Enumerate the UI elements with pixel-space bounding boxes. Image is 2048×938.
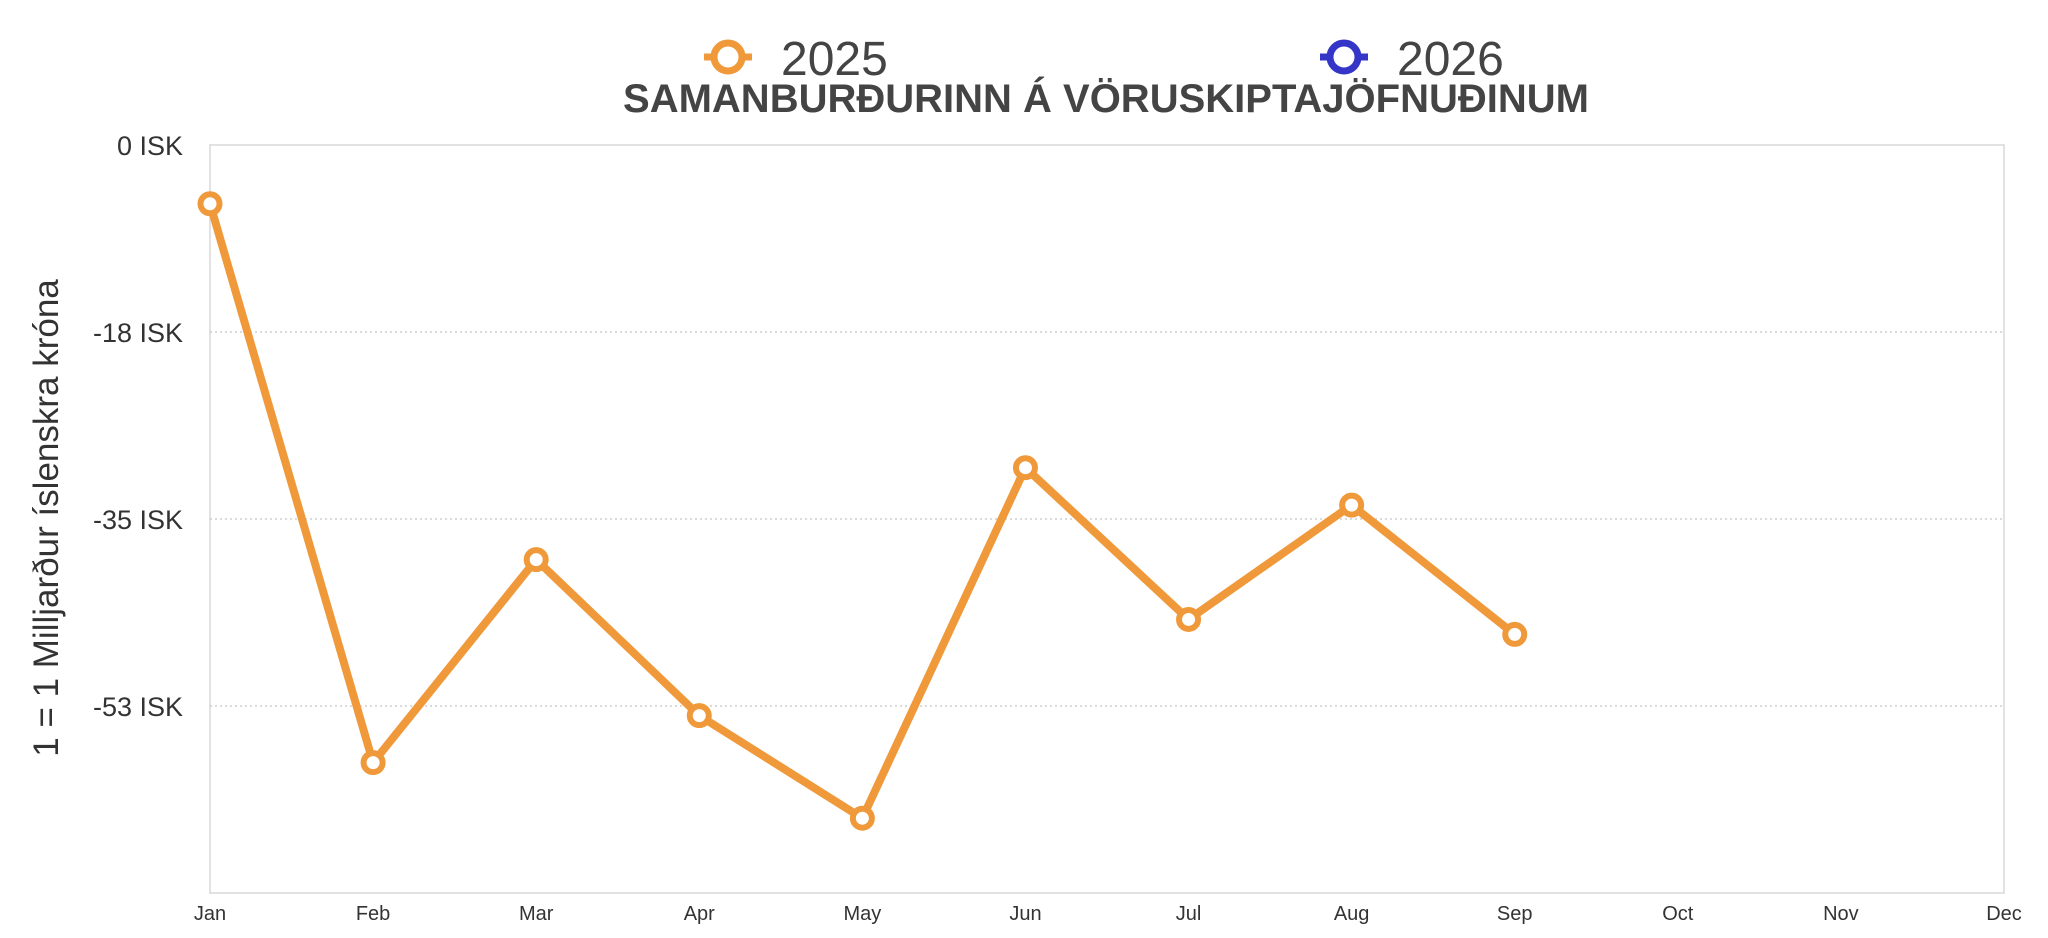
data-point[interactable] [686, 703, 712, 729]
y-tick-label: -18 ISK [93, 318, 183, 348]
x-tick-label: Mar [519, 903, 554, 925]
y-tick-label: 0 ISK [117, 131, 183, 161]
x-tick-label: Jul [1176, 903, 1202, 925]
grid-lines [209, 144, 2005, 894]
y-axis-label: 1 = 1 Milljarður íslenskra króna [27, 279, 66, 757]
x-tick-label: Jun [1009, 903, 1041, 925]
legend-item[interactable]: 2026 [1320, 33, 1504, 86]
y-axis: 0 ISK -18 ISK -35 ISK -53 ISK [93, 131, 183, 722]
series-line [206, 199, 1519, 823]
data-point[interactable] [1012, 455, 1038, 481]
x-tick-label: Feb [356, 903, 390, 925]
data-point[interactable] [1176, 606, 1202, 632]
chart-title: SAMANBURÐURINN Á VÖRUSKIPTAJÖFNUÐINUM [623, 76, 1589, 121]
y-tick-label: -35 ISK [93, 505, 183, 535]
legend-marker-icon [1326, 39, 1362, 75]
x-tick-label: Nov [1823, 903, 1859, 925]
x-tick-label: Dec [1986, 903, 2022, 925]
data-point[interactable] [849, 805, 875, 831]
y-tick-label: -53 ISK [93, 692, 183, 722]
data-point[interactable] [197, 191, 223, 217]
data-point[interactable] [1502, 621, 1528, 647]
x-axis: Jan Feb Mar Apr May Jun Jul Aug Sep Oct Nov Dec [194, 903, 2022, 925]
legend-label: 2026 [1397, 33, 1504, 86]
legend-marker-icon [710, 39, 746, 75]
data-point[interactable] [523, 547, 549, 573]
legend: 2025 2026 [704, 33, 1504, 86]
series-layer [197, 191, 1528, 831]
x-tick-label: Jan [194, 903, 226, 925]
x-tick-label: Sep [1497, 903, 1533, 925]
x-tick-label: Aug [1334, 903, 1370, 925]
data-point[interactable] [360, 750, 386, 776]
x-tick-label: May [843, 903, 881, 925]
data-point[interactable] [1339, 492, 1365, 518]
legend-item[interactable]: 2025 [704, 33, 888, 86]
x-tick-label: Apr [684, 903, 715, 925]
series-2025 [197, 191, 1528, 831]
legend-label: 2025 [781, 33, 888, 86]
x-tick-label: Oct [1662, 903, 1694, 925]
